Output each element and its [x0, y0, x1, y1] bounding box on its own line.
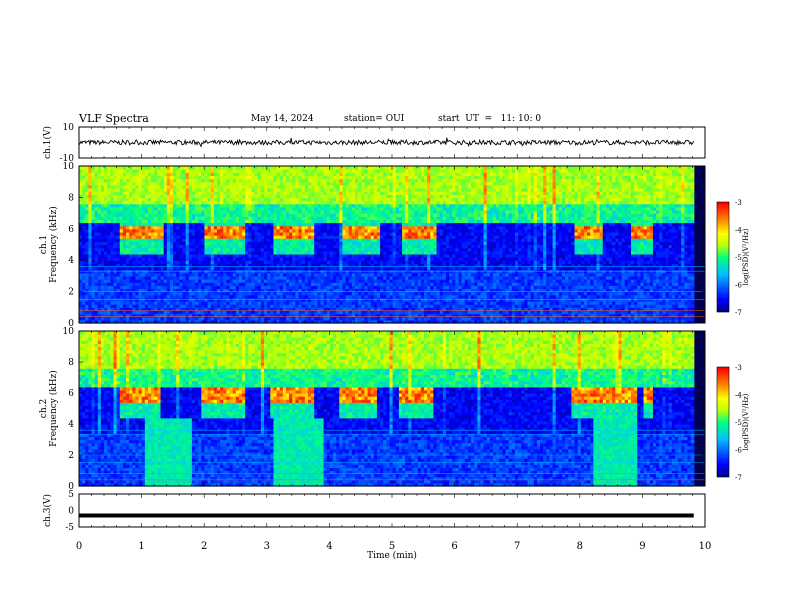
x-tick-label: 0 [76, 541, 82, 552]
colorbar-tick-label: -4 [735, 227, 742, 235]
colorbar-tick-label: -7 [735, 474, 742, 482]
date-label: May 14, 2024 [251, 114, 314, 124]
y-tick-label: 0 [68, 507, 74, 517]
y-axis-label: Frequency (kHz) [48, 206, 59, 283]
panel-ch3-frame [78, 493, 706, 528]
colorbar-tick-label: -5 [735, 254, 742, 262]
colorbar-frame [716, 366, 730, 478]
y-axis-label: ch.1 [39, 235, 49, 254]
x-tick-label: 2 [201, 541, 207, 552]
colorbar-tick-label: -3 [735, 364, 742, 372]
x-tick-label: 1 [138, 541, 144, 552]
x-tick-label: 10 [699, 541, 712, 552]
y-tick-label: 10 [63, 123, 75, 133]
start-time-label: start UT = 11: 10: 0 [438, 114, 541, 124]
y-tick-label: 4 [68, 256, 74, 266]
colorbar-tick-label: -3 [735, 199, 742, 207]
y-tick-label: 8 [68, 358, 74, 368]
colorbar-tick-label: -4 [735, 392, 742, 400]
y-axis-label: ch.3(V) [42, 494, 53, 527]
y-tick-label: 10 [63, 162, 75, 172]
y-tick-label: 0 [68, 319, 74, 329]
colorbar-label: log(PSD)(V²/Hz) [742, 228, 750, 285]
x-tick-label: 8 [577, 541, 583, 552]
ch1-waveform-trace [78, 137, 695, 148]
panel-ch1-spectrogram [78, 165, 706, 324]
x-tick-label: 7 [514, 541, 520, 552]
x-tick-label: 4 [326, 541, 332, 552]
x-tick-label: 5 [389, 541, 395, 552]
x-axis-label: Time (min) [367, 550, 417, 561]
y-tick-label: -5 [65, 523, 74, 533]
colorbar-tick-label: -6 [735, 447, 742, 455]
y-tick-label: 2 [68, 451, 74, 461]
y-tick-label: 6 [68, 389, 74, 399]
y-tick-label: 8 [68, 193, 74, 203]
y-tick-label: 0 [68, 482, 74, 492]
x-tick-label: 9 [639, 541, 645, 552]
y-tick-label: -10 [60, 154, 75, 164]
x-tick-label: 3 [264, 541, 270, 552]
chart-title: VLF Spectra [79, 112, 149, 125]
y-tick-label: 5 [68, 490, 74, 500]
station-label: station= OUI [344, 114, 404, 124]
y-tick-label: 2 [68, 288, 74, 298]
colorbar-tick-label: -6 [735, 282, 742, 290]
colorbar-frame [716, 201, 730, 313]
y-axis-label: ch.2 [39, 399, 49, 418]
colorbar-label: log(PSD)(V²/Hz) [742, 393, 750, 450]
panel-ch2-spectrogram [78, 330, 706, 487]
y-tick-label: 10 [63, 327, 75, 337]
y-tick-label: 4 [68, 420, 74, 430]
y-axis-label: ch.1(V) [42, 126, 53, 159]
y-axis-label: Frequency (kHz) [48, 370, 59, 447]
colorbar-tick-label: -5 [735, 419, 742, 427]
y-tick-label: 6 [68, 225, 74, 235]
colorbar-tick-label: -7 [735, 309, 742, 317]
x-tick-label: 6 [451, 541, 457, 552]
